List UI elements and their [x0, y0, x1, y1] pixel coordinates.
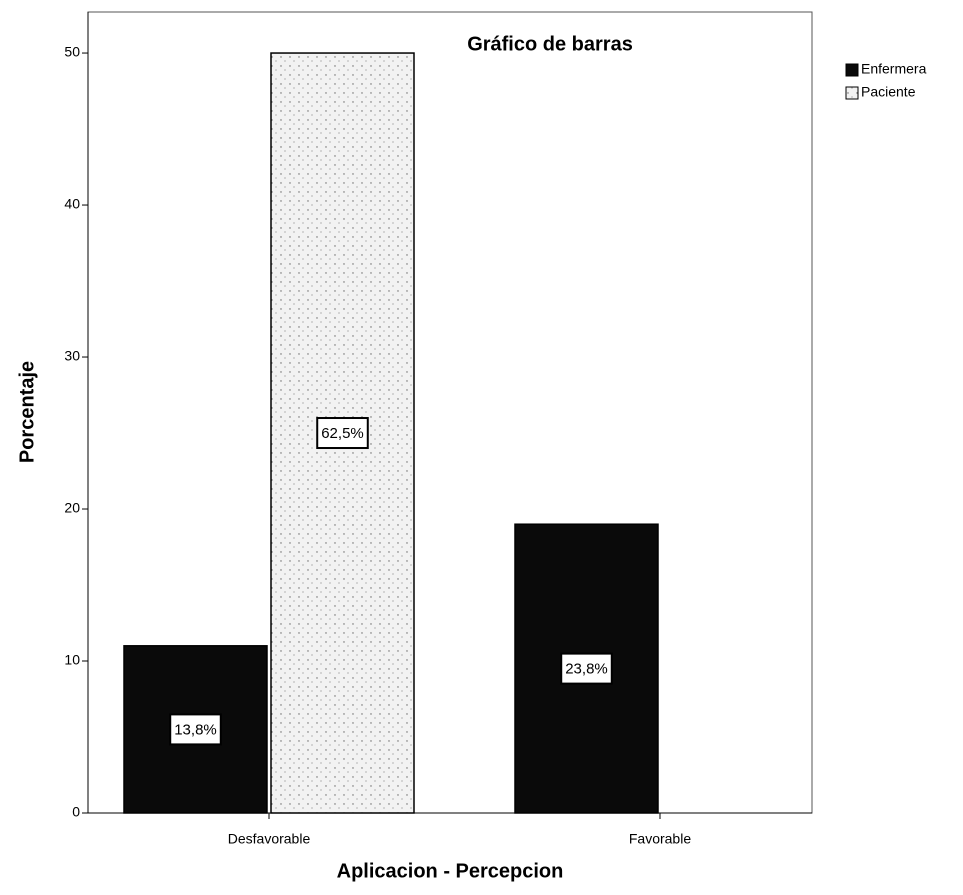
legend-label: Paciente	[861, 84, 916, 100]
annotation: 23,8%	[565, 661, 608, 678]
legend-swatch	[845, 63, 859, 77]
annotation-box	[560, 652, 613, 685]
annotation: 62,5%	[321, 425, 364, 442]
chart-title: Gráfico de barras	[467, 33, 633, 55]
y-axis-label: Porcentaje	[16, 361, 38, 463]
annotation-box	[316, 417, 369, 450]
x-axis-label: Aplicacion - Percepcion	[337, 860, 564, 882]
x-tick-label: Favorable	[629, 831, 691, 847]
y-tick-label: 40	[64, 196, 80, 212]
x-tick-label: Desfavorable	[228, 831, 311, 847]
y-tick-label: 50	[64, 44, 80, 60]
annotation: 13,8%	[174, 721, 217, 738]
y-tick-label: 0	[72, 804, 80, 820]
legend-label: Enfermera	[861, 61, 927, 77]
legend-swatch	[845, 86, 859, 100]
annotation-box	[169, 713, 222, 746]
y-tick-label: 30	[64, 348, 80, 364]
y-tick-label: 10	[64, 652, 80, 668]
y-tick-label: 20	[64, 500, 80, 516]
